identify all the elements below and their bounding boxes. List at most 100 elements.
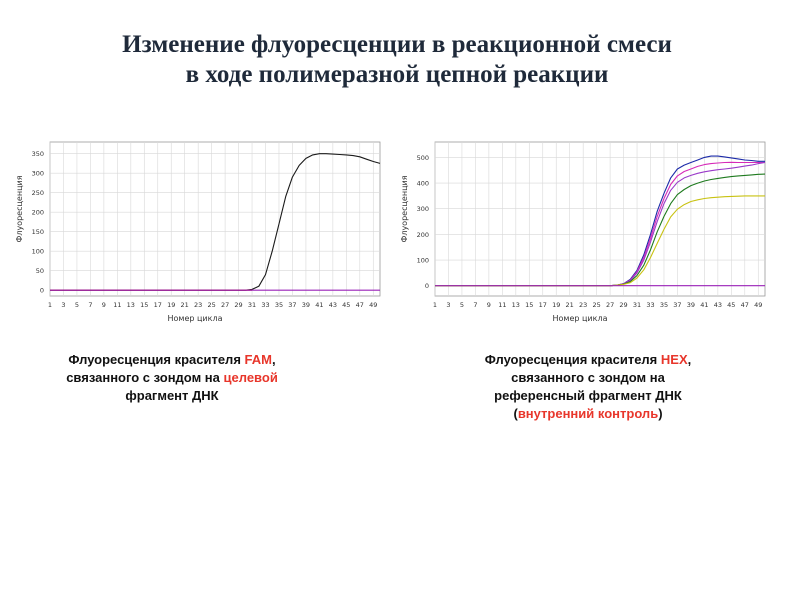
x-tick-label: 27 (606, 301, 614, 309)
y-axis-label: Флуоресценция (15, 175, 24, 242)
fam-chart-svg: 1 3 5 7 9 11 13 15 17 19 21 23 25 27 29 31 33 35 37 39 41 43 4… (15, 141, 381, 323)
fam-caption: Флуоресценция красителя FAM, связанного … (22, 351, 322, 405)
series-line (435, 195, 765, 287)
y-tick-label: 400 (417, 180, 429, 188)
y-tick-label: 300 (417, 205, 429, 213)
x-tick-label: 11 (113, 301, 121, 309)
hex-dye-name: HEX (660, 352, 688, 367)
y-tick-label: 350 (32, 150, 44, 158)
hex-caption-line-3: референсный фрагмент ДНК (494, 388, 682, 403)
x-tick-label: 5 (460, 301, 464, 309)
fam-dye-name: FAM (244, 352, 272, 367)
x-tick-label: 43 (714, 301, 722, 309)
y-tick-label: 0 (40, 287, 44, 295)
caption-text: ( (513, 406, 518, 421)
x-tick-label: 23 (579, 301, 587, 309)
x-tick-label: 15 (140, 301, 148, 309)
y-axis-label: Флуоресценция (400, 175, 409, 242)
x-tick-label: 1 (433, 301, 437, 309)
series-line (50, 153, 381, 291)
y-tick-label: 250 (32, 189, 44, 197)
y-tick-label: 150 (32, 228, 44, 236)
caption-text: связанного с зондом на (66, 370, 224, 385)
hex-caption: Флуоресценция красителя HEX, связанного … (438, 351, 738, 423)
x-tick-label: 47 (741, 301, 749, 309)
x-tick-label: 29 (619, 301, 627, 309)
y-tick-label: 0 (425, 282, 429, 290)
x-tick-label: 7 (88, 301, 92, 309)
x-tick-label: 21 (181, 301, 189, 309)
x-tick-label: 37 (673, 301, 681, 309)
y-tick-label: 100 (32, 248, 44, 256)
x-tick-label: 47 (356, 301, 364, 309)
x-tick-label: 33 (646, 301, 654, 309)
x-tick-label: 9 (487, 301, 491, 309)
x-tick-label: 39 (302, 301, 310, 309)
x-tick-label: 25 (592, 301, 600, 309)
caption-text: , (271, 352, 276, 367)
y-tick-label: 100 (417, 257, 429, 265)
hex-caption-line-2: связанного с зондом на (511, 370, 665, 385)
x-tick-label: 35 (275, 301, 283, 309)
x-tick-label: 41 (315, 301, 323, 309)
x-tick-label: 31 (248, 301, 256, 309)
y-tick-label: 50 (36, 267, 44, 275)
series-line (435, 161, 766, 287)
caption-text: , (687, 352, 692, 367)
x-tick-label: 29 (234, 301, 242, 309)
x-tick-label: 15 (525, 301, 533, 309)
x-tick-label: 43 (329, 301, 337, 309)
hex-caption-line-1: Флуоресценция красителя HEX, (438, 351, 738, 369)
x-tick-label: 39 (687, 301, 695, 309)
y-tick-label: 200 (417, 231, 429, 239)
x-tick-label: 21 (566, 301, 574, 309)
hex-chart-svg: 1 3 5 7 9 11 13 15 17 19 21 23 25 27 29 31 33 35 37 39 41 43 4… (400, 141, 766, 323)
caption-text: ) (658, 406, 663, 421)
fam-caption-line-2: связанного с зондом на целевой (22, 369, 322, 387)
x-tick-label: 7 (473, 301, 477, 309)
hex-chart: 1 3 5 7 9 11 13 15 17 19 21 23 25 27 29 31 33 35 37 39 41 43 4… (395, 136, 794, 336)
x-axis-label: Номер цикла (168, 314, 223, 323)
caption-text: Флуоресценция красителя (484, 352, 661, 367)
x-tick-label: 35 (660, 301, 668, 309)
hex-caption-line-4: (внутренний контроль) (438, 405, 738, 423)
x-tick-label: 45 (342, 301, 350, 309)
x-tick-label: 41 (700, 301, 708, 309)
series-line (435, 173, 766, 287)
x-tick-label: 25 (207, 301, 215, 309)
target-word: целевой (223, 370, 278, 385)
fam-caption-line-3: фрагмент ДНК (125, 388, 219, 403)
x-tick-label: 23 (194, 301, 202, 309)
plot-area (49, 141, 381, 297)
x-tick-label: 19 (167, 301, 175, 309)
x-tick-label: 17 (539, 301, 547, 309)
page-title: Изменение флуоресценции в реакционной см… (0, 30, 794, 90)
x-tick-label: 49 (754, 301, 762, 309)
fam-chart: 1 3 5 7 9 11 13 15 17 19 21 23 25 27 29 31 33 35 37 39 41 43 4… (10, 136, 410, 336)
x-tick-label: 33 (261, 301, 269, 309)
y-tick-label: 500 (417, 154, 429, 162)
x-tick-label: 9 (102, 301, 106, 309)
x-tick-label: 45 (727, 301, 735, 309)
plot-area (434, 141, 766, 297)
x-tick-label: 19 (552, 301, 560, 309)
caption-text: Флуоресценция красителя (68, 352, 245, 367)
x-tick-label: 1 (48, 301, 52, 309)
x-tick-label: 13 (127, 301, 135, 309)
y-tick-label: 300 (32, 170, 44, 178)
x-tick-label: 37 (288, 301, 296, 309)
x-tick-label: 13 (512, 301, 520, 309)
x-tick-label: 17 (154, 301, 162, 309)
x-axis-label: Номер цикла (553, 314, 608, 323)
title-line-1: Изменение флуоресценции в реакционной см… (122, 31, 672, 58)
x-tick-label: 3 (446, 301, 450, 309)
x-tick-label: 11 (498, 301, 506, 309)
x-tick-label: 49 (369, 301, 377, 309)
x-tick-label: 27 (221, 301, 229, 309)
y-tick-label: 200 (32, 209, 44, 217)
title-line-2: в ходе полимеразной цепной реакции (185, 61, 609, 88)
fam-caption-line-1: Флуоресценция красителя FAM, (22, 351, 322, 369)
x-tick-label: 5 (75, 301, 79, 309)
internal-control-text: внутренний контроль (517, 406, 659, 421)
x-tick-label: 31 (633, 301, 641, 309)
